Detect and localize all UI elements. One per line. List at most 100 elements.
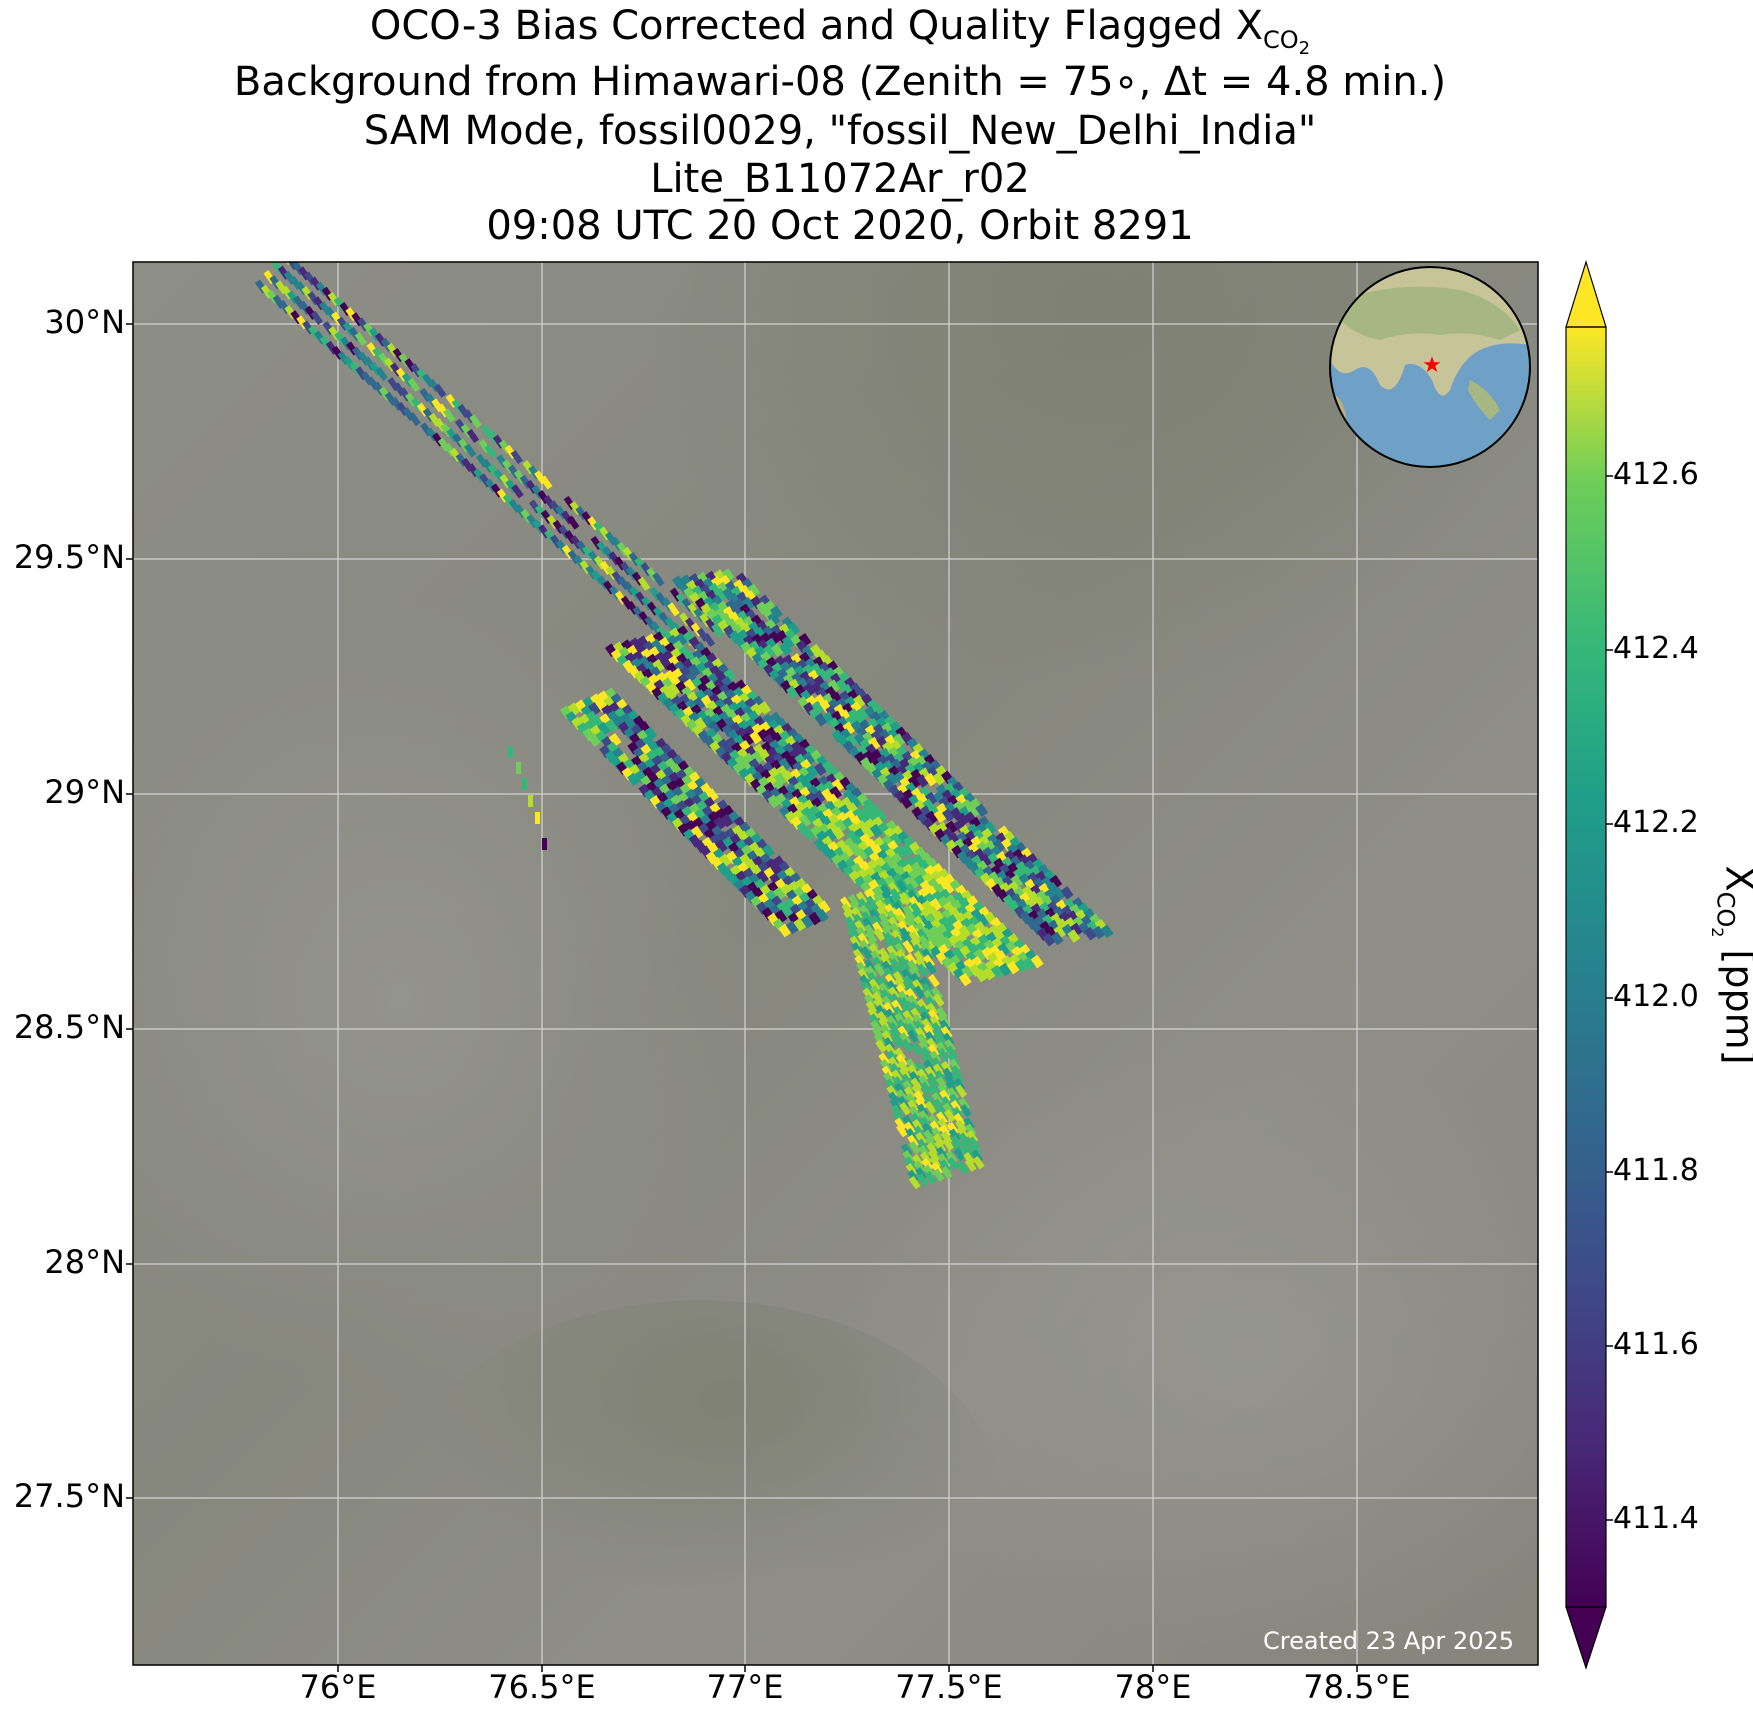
xco2-sounding [433,383,447,398]
xco2-sounding [1084,926,1097,941]
xco2-sounding [893,845,906,860]
xco2-sounding [786,685,799,700]
title-line-1: OCO-3 Bias Corrected and Quality Flagged… [0,0,1680,75]
xco2-sounding [992,838,1006,853]
xco2-sounding [916,1173,929,1187]
xco2-sounding [899,1102,911,1116]
xco2-sounding [508,746,513,758]
xco2-sounding [778,923,792,938]
xco2-sounding [958,972,972,987]
xco2-sounding [801,645,815,659]
xco2-sounding [516,762,521,774]
xco2-sounding [774,772,787,787]
xco2-sounding [831,778,845,793]
xco2-sounding [767,794,781,809]
xco2-sounding [875,1039,887,1053]
xco2-sounding [942,808,955,822]
xco2-sounding [443,408,456,423]
xco2-sounding [852,694,866,709]
xco2-sounding [779,642,793,656]
xco2-sounding [711,623,724,638]
xco2-sounding [750,703,764,717]
xco2-sounding [1100,924,1114,939]
xco2-sounding [1030,954,1044,969]
xco2-sounding [945,820,958,835]
xco2-sounding [899,892,911,906]
xco2-sounding [920,1081,932,1095]
xco2-sounding [811,700,825,715]
lon-tick-label: 78°E [1114,1668,1192,1706]
xco2-sounding [522,778,527,790]
xco2-sounding [652,572,665,587]
xco2-sounding [913,985,926,999]
colorbar-label: XCO2 [ppm] [1708,866,1753,1065]
xco2-sounding [808,911,822,926]
xco2-sounding [567,702,581,717]
xco2-sounding [761,844,775,858]
location-star-icon: ★ [1422,353,1442,378]
xco2-sounding [940,1166,953,1180]
xco2-sounding [772,886,786,901]
xco2-sounding [998,962,1012,977]
xco2-sounding [652,659,666,673]
colorbar-tick-label: 412.6 [1613,457,1699,492]
xco2-sounding [667,602,680,617]
xco2-sounding [907,1029,919,1043]
xco2-sounding [469,414,482,429]
lon-tick-label: 76°E [299,1668,377,1706]
xco2-sounding [667,682,681,697]
xco2-sounding [528,795,533,807]
colorbar-tick-label: 411.8 [1613,1153,1699,1188]
xco2-sounding [815,908,829,923]
xco2-sounding [842,721,856,736]
xco2-sounding [832,826,845,841]
xco2-sounding [960,1104,972,1118]
xco2-sounding [787,622,800,636]
xco2-sounding [817,900,831,914]
xco2-sounding [869,823,883,838]
xco2-sounding [793,917,807,932]
xco2-sounding [1010,874,1024,888]
xco2-sounding [721,568,735,582]
lat-tick-label: 28°N [44,1243,125,1281]
xco2-sounding [956,1161,969,1175]
xco2-sounding [955,1084,967,1098]
xco2-sounding [702,632,716,647]
xco2-sounding [758,701,772,715]
xco2-sounding [310,310,324,325]
xco2-sounding [907,775,921,789]
xco2-sounding [802,827,816,841]
xco2-sounding [827,679,841,694]
xco2-sounding [690,825,704,840]
xco2-sounding [781,635,795,650]
xco2-sounding [947,1157,959,1171]
xco2-sounding [861,825,875,840]
xco2-sounding [932,771,946,786]
xco2-sounding [802,751,816,766]
lat-tick-label: 28.5°N [13,1008,125,1046]
xco2-sounding [896,1124,908,1138]
xco2-sounding [997,942,1011,957]
xco2-sounding [1042,932,1056,947]
xco2-sounding [924,1171,937,1185]
lat-tick-label: 29.5°N [13,538,125,576]
xco2-sounding [747,583,761,598]
colorbar-tick-label: 411.4 [1613,1501,1699,1536]
xco2-sounding [841,844,855,859]
xco2-sounding [924,1101,937,1115]
xco2-sounding [800,914,814,929]
xco2-sounding [974,968,988,983]
xco2-sounding [714,588,727,602]
xco2-sounding [829,786,843,800]
xco2-sounding [966,804,980,819]
xco2-sounding [816,668,829,683]
xco2-sounding [900,1038,913,1052]
xco2-sounding [408,412,421,427]
xco2-sounding [964,1158,977,1172]
xco2-sounding [715,839,728,854]
xco2-sounding [1050,931,1064,946]
axis-ticks [126,323,1358,1672]
title-text: OCO-3 Bias Corrected and Quality Flagged… [369,3,1263,49]
xco2-sounding [910,1042,923,1056]
